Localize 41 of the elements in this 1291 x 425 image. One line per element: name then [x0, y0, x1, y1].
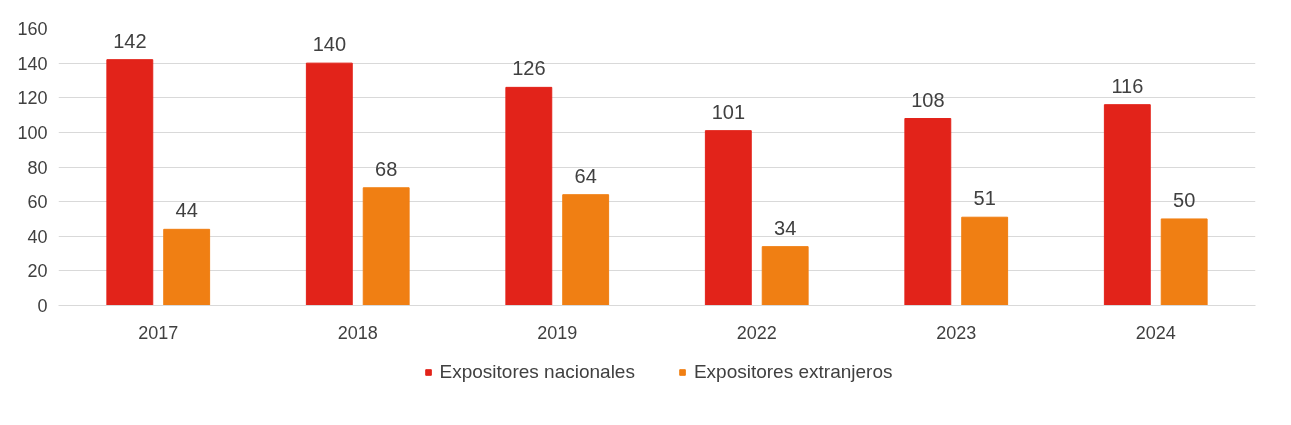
- bar: [505, 86, 553, 306]
- y-tick-label: 0: [37, 296, 48, 316]
- bar: [904, 118, 952, 306]
- data-label: 101: [711, 100, 746, 123]
- x-tick-label: 2018: [337, 322, 378, 343]
- y-tick-label: 20: [27, 261, 48, 282]
- data-label: 108: [911, 88, 945, 111]
- y-tick-label: 160: [17, 19, 48, 39]
- data-label: 51: [973, 187, 996, 210]
- y-tick-label: 100: [17, 122, 48, 143]
- legend-label: Expositores nacionales: [439, 361, 635, 383]
- x-tick-label: 2023: [936, 322, 977, 343]
- data-label: 68: [375, 157, 398, 180]
- data-label: 44: [175, 199, 198, 222]
- y-tick-label: 60: [27, 192, 48, 213]
- data-label: 64: [574, 164, 597, 187]
- bar: [704, 130, 752, 306]
- x-tick-label: 2017: [138, 322, 179, 343]
- bar: [163, 228, 211, 306]
- bar: [1103, 104, 1151, 306]
- bar: [362, 187, 410, 306]
- bar: [761, 246, 809, 306]
- y-tick-label: 80: [27, 157, 48, 178]
- bar: [305, 62, 353, 306]
- data-label: 116: [1111, 74, 1144, 97]
- data-label: 34: [774, 216, 797, 239]
- y-tick-label: 120: [17, 88, 48, 109]
- bar: [1160, 218, 1208, 306]
- data-label: 50: [1173, 188, 1196, 211]
- bar: [961, 216, 1009, 306]
- data-label: 140: [312, 33, 347, 56]
- data-label: 142: [113, 29, 147, 52]
- y-tick-label: 40: [27, 226, 48, 247]
- bar: [562, 194, 610, 306]
- x-tick-label: 2019: [537, 322, 578, 343]
- x-tick-label: 2022: [736, 322, 777, 343]
- data-label: 126: [512, 57, 546, 80]
- bar: [106, 59, 154, 306]
- x-tick-label: 2024: [1135, 322, 1176, 343]
- y-tick-label: 140: [17, 53, 48, 74]
- legend-label: Expositores extranjeros: [693, 361, 893, 383]
